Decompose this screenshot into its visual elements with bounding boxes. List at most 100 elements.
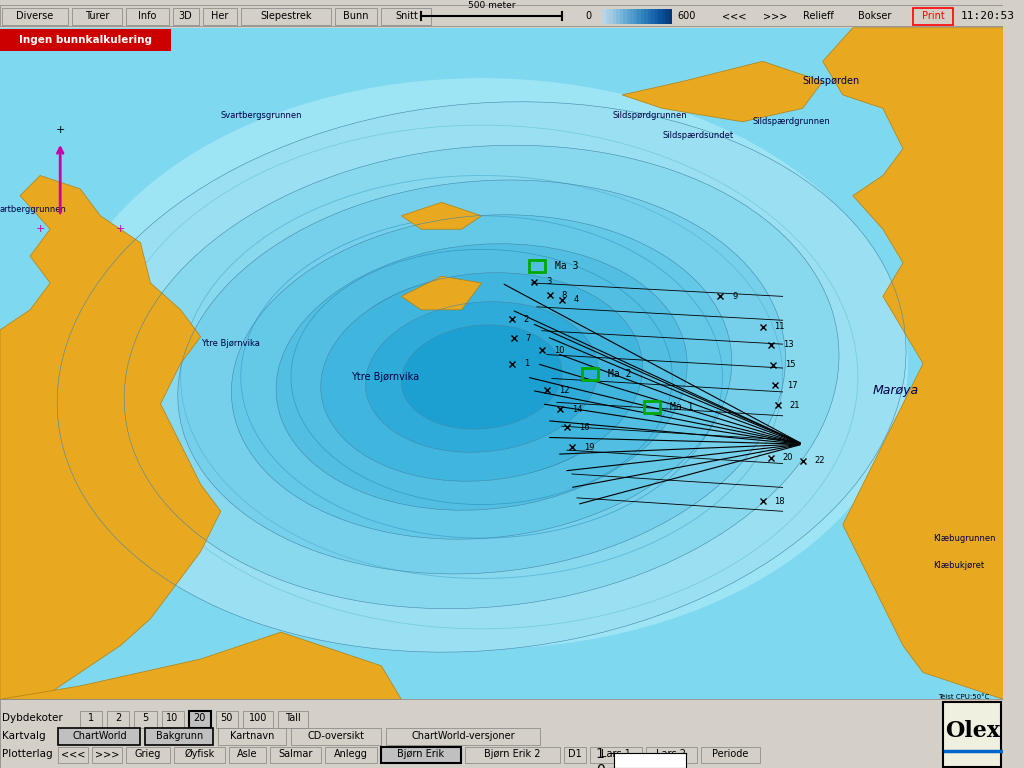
Text: +: + [116,224,125,234]
Bar [582,368,598,379]
Text: 8: 8 [562,290,567,300]
FancyBboxPatch shape [278,710,308,727]
FancyBboxPatch shape [335,8,377,25]
FancyBboxPatch shape [218,728,286,745]
Bar [651,8,654,24]
Text: Snitt: Snitt [395,12,418,22]
Text: 20: 20 [194,713,206,723]
Text: 2: 2 [116,713,122,723]
Text: 12: 12 [559,386,569,395]
Ellipse shape [366,302,598,452]
FancyBboxPatch shape [80,710,102,727]
Text: 2: 2 [523,315,529,324]
Bar [0,700,1004,768]
Text: Ytre Bjørnvika: Ytre Bjørnvika [201,339,259,348]
Text: +: + [36,224,45,234]
Text: Lars 1: Lars 1 [601,750,631,760]
Text: 16: 16 [579,423,590,432]
Text: Kartnavn: Kartnavn [230,731,274,741]
Ellipse shape [326,263,677,531]
Text: 7: 7 [525,333,531,343]
Ellipse shape [412,333,632,502]
Text: D1: D1 [568,750,582,760]
Text: 3: 3 [546,277,551,286]
Text: ChartWorld: ChartWorld [72,731,127,741]
Text: 19: 19 [584,443,595,452]
Text: 1: 1 [523,359,529,368]
Text: Grieg: Grieg [134,750,161,760]
Polygon shape [401,276,481,310]
Text: Ma 2: Ma 2 [608,369,632,379]
Text: 11:20:53: 11:20:53 [962,12,1015,22]
FancyBboxPatch shape [326,746,377,763]
FancyBboxPatch shape [92,746,122,763]
Text: 10: 10 [167,713,179,723]
Bar [627,8,630,24]
Text: Ytre Bjørnvika: Ytre Bjørnvika [351,372,419,382]
FancyBboxPatch shape [381,746,461,763]
FancyBboxPatch shape [381,8,431,25]
Circle shape [150,30,162,39]
Polygon shape [0,632,401,700]
FancyBboxPatch shape [203,8,237,25]
Text: 9: 9 [732,292,737,301]
FancyBboxPatch shape [174,746,225,763]
Text: Sildspørden: Sildspørden [803,77,860,87]
Bar [654,8,658,24]
Text: Svartbergsgrunnen: Svartbergsgrunnen [221,111,302,120]
Text: 18: 18 [774,497,785,505]
Text: >>>: >>> [94,750,119,760]
Polygon shape [822,28,1004,700]
Polygon shape [0,28,1004,700]
Text: CD-oversikt: CD-oversikt [307,731,365,741]
Bar [0,29,171,51]
Text: +: + [55,125,65,135]
Text: Anlegg: Anlegg [334,750,368,760]
Text: 50: 50 [220,713,232,723]
FancyBboxPatch shape [291,728,381,745]
Text: artberggrunnen: artberggrunnen [0,204,67,214]
FancyBboxPatch shape [188,710,211,727]
Bar [623,8,627,24]
Bar [644,8,647,24]
Ellipse shape [124,145,839,609]
Bar [612,8,616,24]
FancyBboxPatch shape [465,746,560,763]
Bar [0,5,1004,26]
Text: 10: 10 [554,346,564,355]
Polygon shape [401,202,481,229]
Text: Klæbugrunnen: Klæbugrunnen [933,534,995,543]
Text: Dybdekoter: Dybdekoter [2,713,62,723]
Bar [666,8,669,24]
Ellipse shape [178,180,785,574]
FancyBboxPatch shape [386,728,541,745]
Text: 100: 100 [249,713,267,723]
Text: 0: 0 [586,12,592,22]
FancyBboxPatch shape [591,746,642,763]
Circle shape [1014,10,1024,22]
FancyBboxPatch shape [229,746,266,763]
Text: 11: 11 [774,322,785,331]
Text: Lars 2: Lars 2 [656,750,686,760]
FancyBboxPatch shape [2,8,69,25]
FancyBboxPatch shape [173,8,199,25]
FancyBboxPatch shape [646,746,697,763]
Bar [647,8,651,24]
Text: Bokser: Bokser [858,12,891,22]
Text: Olex: Olex [945,720,999,743]
Text: 21: 21 [790,401,800,409]
FancyBboxPatch shape [243,710,273,727]
Bar [634,8,637,24]
FancyBboxPatch shape [58,728,140,745]
Text: Periode: Periode [713,750,749,760]
Text: >>>: >>> [763,12,786,22]
Text: 15: 15 [784,360,795,369]
Text: 1: 1 [88,713,94,723]
Text: 22: 22 [815,456,825,465]
Text: Kartvalg: Kartvalg [2,731,46,741]
Text: Ingen bunnkalkulering: Ingen bunnkalkulering [18,35,152,45]
Polygon shape [622,61,822,122]
FancyBboxPatch shape [126,8,169,25]
Bar [605,8,609,24]
Text: Marøya: Marøya [872,384,919,397]
